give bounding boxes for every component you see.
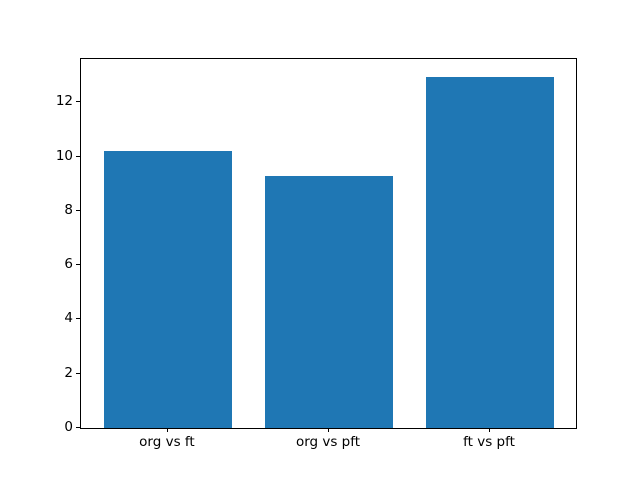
x-tick-label-ft-vs-pft: ft vs pft — [463, 434, 515, 450]
y-tick-label: 2 — [64, 364, 73, 381]
y-tick-label: 6 — [64, 256, 73, 273]
y-tick-mark — [76, 101, 80, 103]
plot-area — [80, 58, 577, 429]
y-tick-label: 0 — [64, 419, 73, 435]
y-tick-label: 8 — [64, 201, 73, 218]
x-tick-mark — [328, 428, 329, 432]
x-tick-mark — [489, 428, 491, 432]
x-tick-mark — [166, 428, 168, 432]
bar-ft-vs-pft — [425, 76, 555, 428]
x-tick-label-org-vs-pft: org vs pft — [295, 434, 361, 450]
x-tick-label-org-vs-ft: org vs ft — [139, 434, 195, 450]
y-tick-mark — [76, 209, 80, 211]
y-tick-label: 4 — [64, 310, 73, 327]
bar-org-vs-pft — [264, 175, 394, 428]
y-tick-mark — [76, 155, 80, 157]
y-tick-mark — [76, 427, 80, 428]
y-tick-mark — [76, 318, 80, 320]
y-tick-label: 10 — [55, 147, 73, 164]
bar-org-vs-ft — [103, 151, 233, 428]
y-tick-mark — [76, 264, 80, 266]
y-tick-mark — [76, 372, 80, 374]
y-tick-label: 12 — [55, 93, 73, 110]
